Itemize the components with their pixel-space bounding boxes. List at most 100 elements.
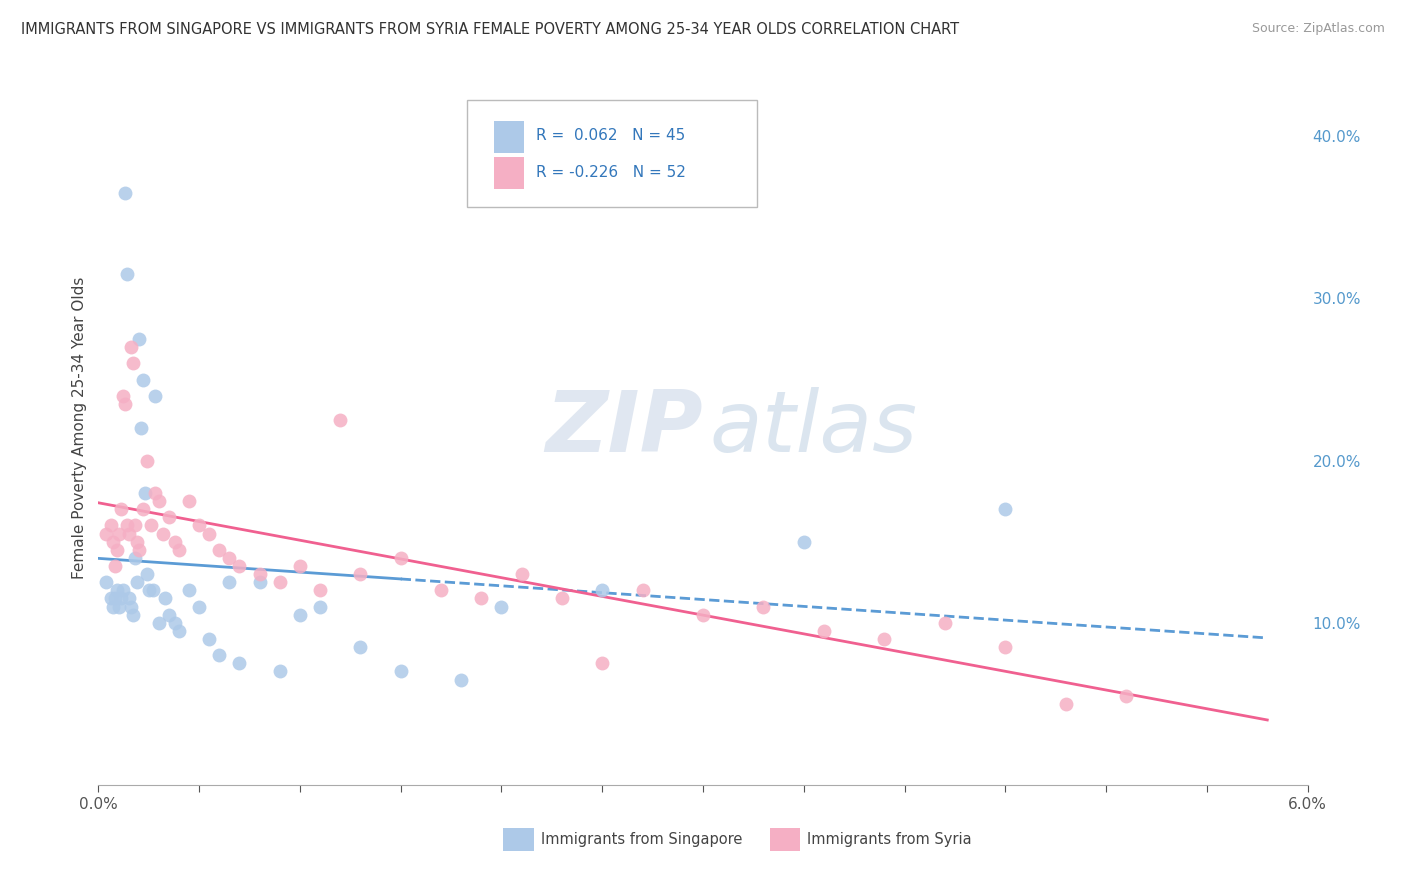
Point — [288, 559, 311, 574]
Point — [188, 518, 211, 533]
Point — [114, 186, 136, 200]
Point — [208, 542, 231, 557]
Point — [138, 583, 160, 598]
Point — [105, 583, 128, 598]
Point — [1115, 689, 1137, 703]
Point — [389, 665, 412, 679]
Point — [188, 599, 211, 614]
FancyBboxPatch shape — [467, 100, 758, 207]
Point — [120, 599, 142, 614]
Point — [148, 615, 170, 630]
Point — [389, 550, 412, 565]
Point — [125, 534, 148, 549]
Point — [309, 599, 332, 614]
Point — [128, 542, 150, 557]
Point — [107, 526, 129, 541]
Point — [100, 518, 122, 533]
Text: Source: ZipAtlas.com: Source: ZipAtlas.com — [1251, 22, 1385, 36]
Point — [103, 559, 125, 574]
Point — [100, 591, 122, 606]
Point — [135, 453, 157, 467]
Point — [249, 575, 271, 590]
Bar — [494, 157, 524, 189]
Point — [124, 518, 146, 533]
Point — [143, 486, 166, 500]
Point — [128, 332, 150, 346]
Point — [430, 583, 453, 598]
Point — [873, 632, 896, 646]
Point — [692, 607, 714, 622]
Point — [139, 518, 162, 533]
Point — [163, 534, 186, 549]
Point — [591, 657, 613, 671]
Y-axis label: Female Poverty Among 25-34 Year Olds: Female Poverty Among 25-34 Year Olds — [72, 277, 87, 579]
Point — [167, 624, 190, 638]
Point — [115, 518, 138, 533]
Bar — [769, 829, 800, 851]
Point — [152, 526, 174, 541]
Point — [110, 502, 132, 516]
Text: Immigrants from Syria: Immigrants from Syria — [807, 832, 972, 847]
Point — [132, 502, 155, 516]
Point — [167, 542, 190, 557]
Point — [118, 591, 141, 606]
Point — [228, 559, 250, 574]
Point — [105, 542, 128, 557]
Point — [198, 632, 221, 646]
Point — [142, 583, 165, 598]
Point — [450, 673, 472, 687]
Point — [111, 389, 134, 403]
Point — [994, 502, 1017, 516]
Point — [309, 583, 332, 598]
Point — [813, 624, 835, 638]
Point — [752, 599, 775, 614]
Point — [228, 657, 250, 671]
Point — [121, 607, 143, 622]
Point — [793, 534, 815, 549]
Point — [120, 340, 142, 354]
Point — [551, 591, 574, 606]
Point — [115, 267, 138, 281]
Point — [491, 599, 513, 614]
Point — [269, 665, 291, 679]
Point — [134, 486, 156, 500]
Point — [269, 575, 291, 590]
Bar — [503, 829, 534, 851]
Point — [96, 575, 118, 590]
Point — [148, 494, 170, 508]
Point — [349, 640, 371, 654]
Point — [124, 550, 146, 565]
Point — [179, 583, 201, 598]
Text: Immigrants from Singapore: Immigrants from Singapore — [541, 832, 742, 847]
Point — [143, 389, 166, 403]
Point — [934, 615, 956, 630]
Point — [121, 356, 143, 370]
Point — [118, 526, 141, 541]
Bar — [494, 121, 524, 153]
Point — [114, 397, 136, 411]
Point — [591, 583, 613, 598]
Point — [101, 599, 124, 614]
Point — [179, 494, 201, 508]
Point — [631, 583, 654, 598]
Point — [1054, 697, 1077, 711]
Point — [329, 413, 352, 427]
Point — [218, 575, 240, 590]
Point — [208, 648, 231, 663]
Point — [129, 421, 152, 435]
Point — [288, 607, 311, 622]
Point — [218, 550, 240, 565]
Point — [132, 372, 155, 386]
Point — [111, 583, 134, 598]
Point — [103, 591, 125, 606]
Point — [135, 567, 157, 582]
Point — [198, 526, 221, 541]
Point — [249, 567, 271, 582]
Point — [110, 591, 132, 606]
Point — [349, 567, 371, 582]
Text: R =  0.062   N = 45: R = 0.062 N = 45 — [536, 128, 685, 143]
Text: R = -0.226   N = 52: R = -0.226 N = 52 — [536, 165, 686, 180]
Text: atlas: atlas — [709, 386, 917, 470]
Point — [96, 526, 118, 541]
Text: IMMIGRANTS FROM SINGAPORE VS IMMIGRANTS FROM SYRIA FEMALE POVERTY AMONG 25-34 YE: IMMIGRANTS FROM SINGAPORE VS IMMIGRANTS … — [21, 22, 959, 37]
